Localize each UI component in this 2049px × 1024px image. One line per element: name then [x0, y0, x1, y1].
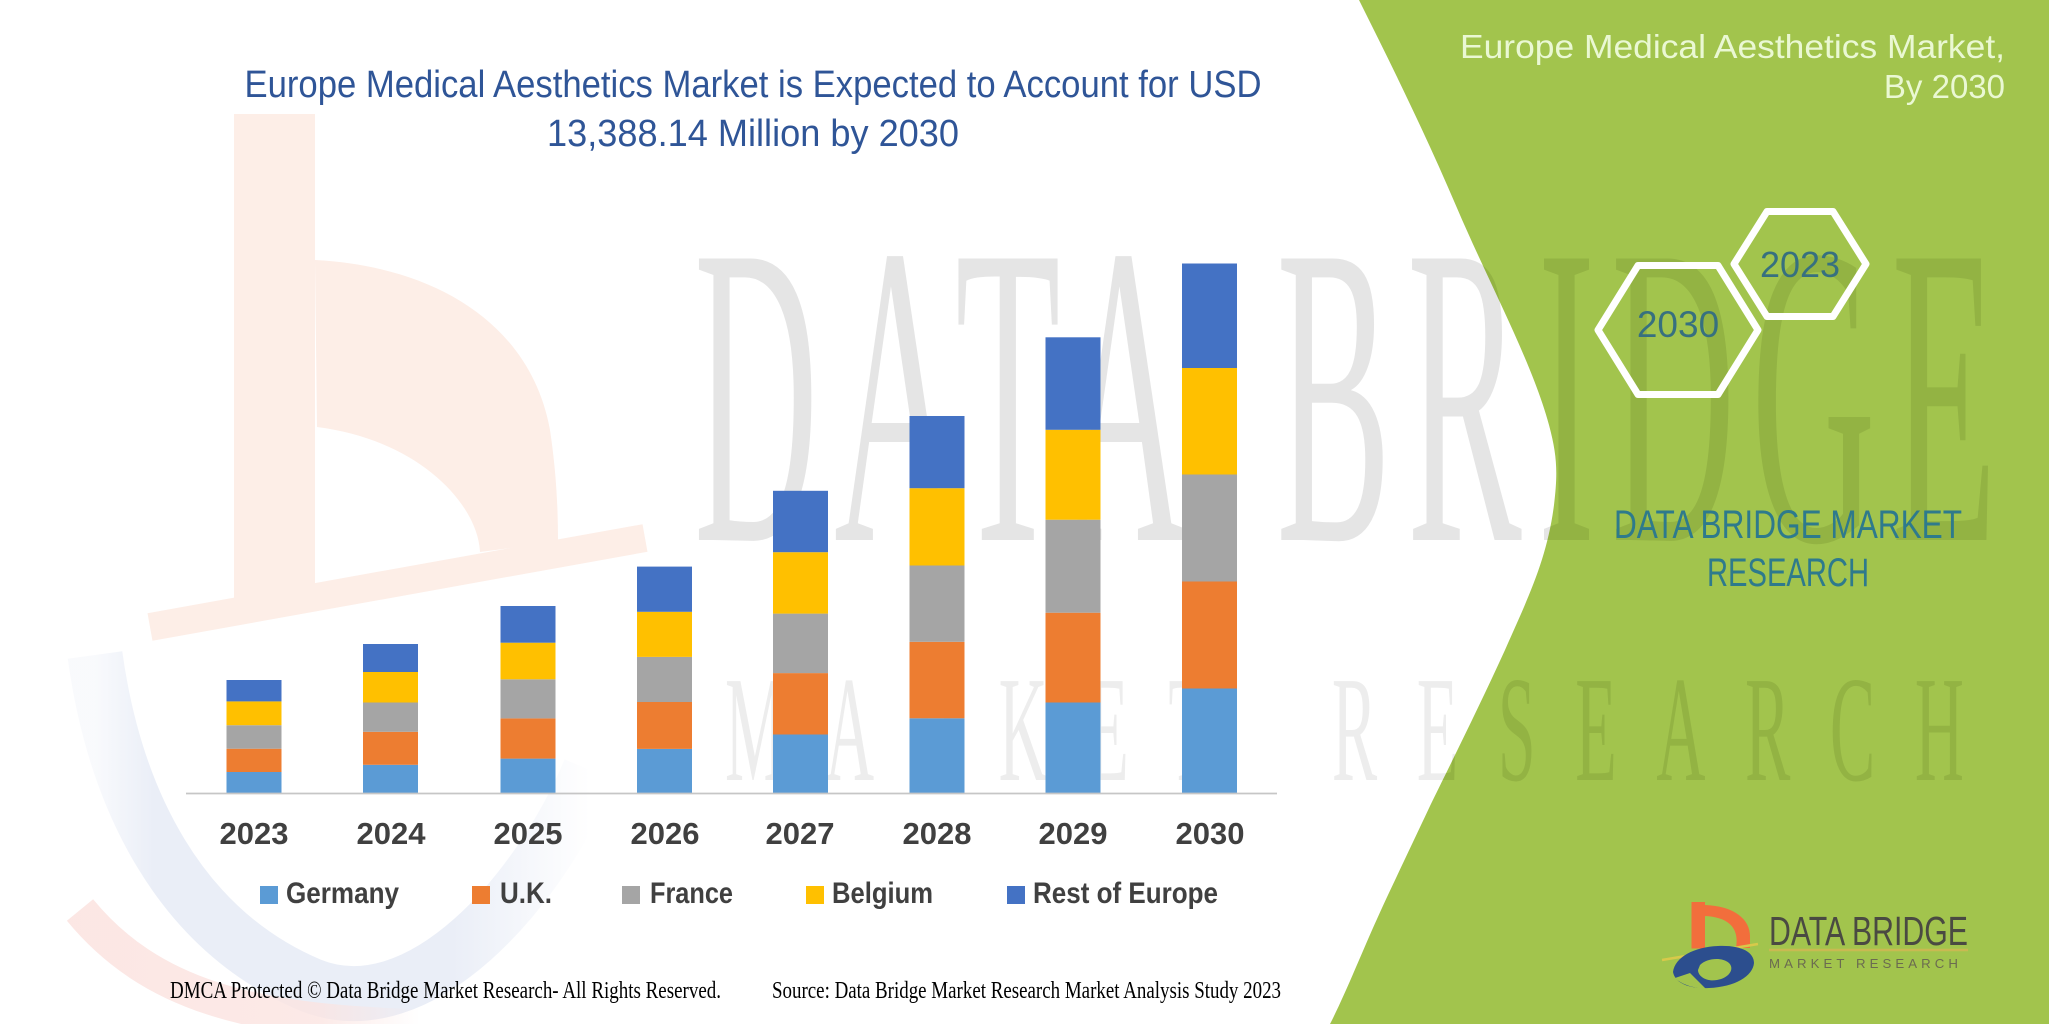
svg-text:Rest of Europe: Rest of Europe [1033, 877, 1218, 910]
svg-text:2023: 2023 [220, 816, 289, 851]
svg-text:DATA BRIDGE MARKET: DATA BRIDGE MARKET [1614, 503, 1962, 547]
svg-text:2030: 2030 [1637, 304, 1719, 345]
svg-text:DATA BRIDGE: DATA BRIDGE [1769, 908, 1968, 954]
svg-text:DMCA Protected © Data Bridge M: DMCA Protected © Data Bridge Market Rese… [170, 978, 721, 1004]
svg-text:Europe Medical Aesthetics Mark: Europe Medical Aesthetics Market is Expe… [245, 64, 1262, 106]
svg-text:2024: 2024 [357, 816, 427, 851]
svg-text:Source: Data Bridge Market Res: Source: Data Bridge Market Research Mark… [772, 978, 1281, 1004]
svg-text:2028: 2028 [903, 816, 972, 851]
svg-text:2026: 2026 [631, 816, 700, 851]
svg-text:2029: 2029 [1039, 816, 1108, 851]
svg-text:13,388.14 Million by 2030: 13,388.14 Million by 2030 [547, 113, 959, 155]
svg-text:MARKET RESEARCH: MARKET RESEARCH [1769, 956, 1962, 971]
svg-text:2027: 2027 [766, 816, 835, 851]
svg-text:2025: 2025 [494, 816, 563, 851]
svg-text:RESEARCH: RESEARCH [1707, 551, 1869, 595]
svg-text:France: France [650, 877, 733, 910]
svg-text:Europe Medical Aesthetics Mark: Europe Medical Aesthetics Market, [1460, 28, 2005, 65]
svg-text:2023: 2023 [1760, 244, 1840, 285]
svg-text:Belgium: Belgium [832, 877, 933, 910]
svg-text:2030: 2030 [1176, 816, 1245, 851]
svg-text:Germany: Germany [286, 877, 399, 910]
svg-text:By 2030: By 2030 [1884, 68, 2005, 105]
svg-text:U.K.: U.K. [500, 877, 552, 910]
